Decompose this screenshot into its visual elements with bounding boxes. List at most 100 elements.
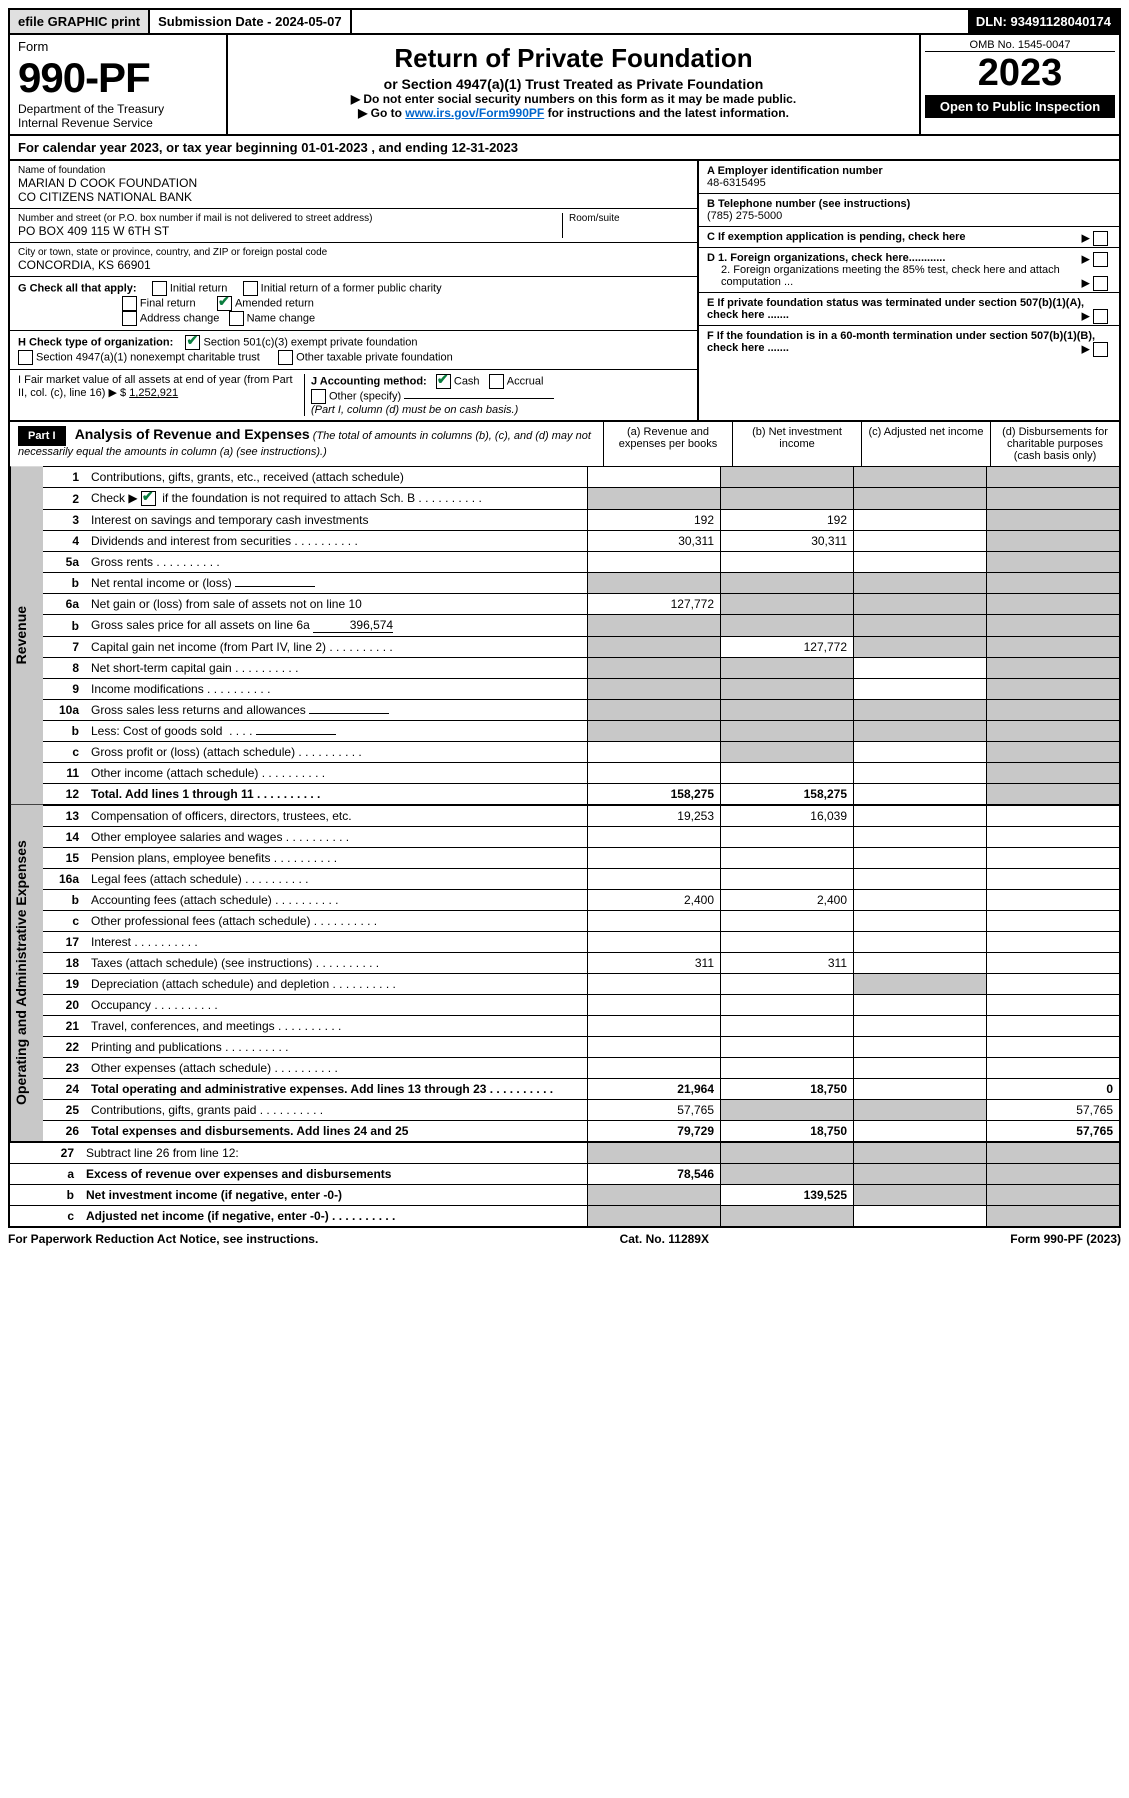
j-cash-checkbox[interactable] [436,374,451,389]
g-label: G Check all that apply: [18,282,137,294]
c-checkbox[interactable] [1093,231,1108,246]
j-cash-label: Cash [454,375,480,387]
address-label: Number and street (or P.O. box number if… [18,213,562,224]
j-note: (Part I, column (d) must be on cash basi… [311,404,518,416]
summary-table: 27Subtract line 26 from line 12: aExcess… [10,1141,1119,1226]
goto-post: for instructions and the latest informat… [544,106,789,120]
e-checkbox[interactable] [1093,309,1108,324]
row-22: 22Printing and publications [43,1037,1119,1058]
row-23: 23Other expenses (attach schedule) [43,1058,1119,1079]
name-change-checkbox[interactable] [229,311,244,326]
j-other-checkbox[interactable] [311,389,326,404]
form-id-footer: Form 990-PF (2023) [1010,1232,1121,1246]
d2-label: 2. Foreign organizations meeting the 85%… [721,264,1060,288]
e-label: E If private foundation status was termi… [707,297,1084,321]
row-24: 24Total operating and administrative exp… [43,1079,1119,1100]
row-16b: bAccounting fees (attach schedule)2,4002… [43,890,1119,911]
schb-checkbox[interactable] [141,491,156,506]
i-fmv-value: 1,252,921 [129,387,178,399]
city-state-zip: CONCORDIA, KS 66901 [18,258,689,272]
dln: DLN: 93491128040174 [968,10,1119,33]
row-10c: cGross profit or (loss) (attach schedule… [43,742,1119,763]
row-9: 9Income modifications [43,679,1119,700]
form-subtitle: or Section 4947(a)(1) Trust Treated as P… [234,76,913,92]
expenses-table: 13Compensation of officers, directors, t… [43,805,1119,1141]
top-bar: efile GRAPHIC print Submission Date - 20… [8,8,1121,35]
row-10a: 10aGross sales less returns and allowanc… [43,700,1119,721]
h-501c3-label: Section 501(c)(3) exempt private foundat… [203,336,417,348]
name-change-label: Name change [247,312,316,324]
ein-label: A Employer identification number [707,165,1111,177]
row-15: 15Pension plans, employee benefits [43,848,1119,869]
row-8: 8Net short-term capital gain [43,658,1119,679]
address: PO BOX 409 115 W 6TH ST [18,224,562,238]
goto-pre: ▶ Go to [358,106,405,120]
row-26: 26Total expenses and disbursements. Add … [43,1121,1119,1142]
row-19: 19Depreciation (attach schedule) and dep… [43,974,1119,995]
f-label: F If the foundation is in a 60-month ter… [707,330,1095,354]
row-27a: aExcess of revenue over expenses and dis… [10,1164,1119,1185]
row-5a: 5aGross rents [43,552,1119,573]
treasury-dept: Department of the Treasury Internal Reve… [18,102,218,130]
row-25: 25Contributions, gifts, grants paid57,76… [43,1100,1119,1121]
initial-former-label: Initial return of a former public charit… [261,282,442,294]
form-number: 990-PF [18,54,218,102]
gross-sales-price: 396,574 [313,618,393,633]
ein: 48-6315495 [707,177,1111,189]
final-return-label: Final return [140,297,196,309]
omb-number: OMB No. 1545-0047 [925,39,1115,52]
j-other-label: Other (specify) [329,390,401,402]
row-5b: bNet rental income or (loss) [43,573,1119,594]
revenue-side-label: Revenue [10,466,43,804]
h-other-checkbox[interactable] [278,350,293,365]
c-label: C If exemption application is pending, c… [707,231,966,243]
initial-return-checkbox[interactable] [152,281,167,296]
room-label: Room/suite [569,213,689,224]
phone-label: B Telephone number (see instructions) [707,198,1111,210]
row-7: 7Capital gain net income (from Part IV, … [43,637,1119,658]
irs-link[interactable]: www.irs.gov/Form990PF [405,106,544,120]
col-a-header: (a) Revenue and expenses per books [603,422,732,466]
open-to-public: Open to Public Inspection [925,95,1115,118]
row-11: 11Other income (attach schedule) [43,763,1119,784]
row-27b: bNet investment income (if negative, ent… [10,1185,1119,1206]
j-label: J Accounting method: [311,375,427,387]
d2-checkbox[interactable] [1093,276,1108,291]
row-27c: cAdjusted net income (if negative, enter… [10,1206,1119,1227]
d1-checkbox[interactable] [1093,252,1108,267]
submission-date: Submission Date - 2024-05-07 [150,10,352,33]
col-c-header: (c) Adjusted net income [861,422,990,466]
j-accrual-checkbox[interactable] [489,374,504,389]
f-checkbox[interactable] [1093,342,1108,357]
row-18: 18Taxes (attach schedule) (see instructi… [43,953,1119,974]
h-label: H Check type of organization: [18,336,173,348]
row-2: 2Check ▶ if the foundation is not requir… [43,488,1119,510]
row-10b: bLess: Cost of goods sold . . . . [43,721,1119,742]
row-12: 12Total. Add lines 1 through 11158,27515… [43,784,1119,805]
col-b-header: (b) Net investment income [732,422,861,466]
h-501c3-checkbox[interactable] [185,335,200,350]
h-4947-checkbox[interactable] [18,350,33,365]
row-4: 4Dividends and interest from securities3… [43,531,1119,552]
efile-print-button[interactable]: efile GRAPHIC print [10,10,150,33]
row-3: 3Interest on savings and temporary cash … [43,510,1119,531]
catalog-number: Cat. No. 11289X [620,1232,709,1246]
d1-label: D 1. Foreign organizations, check here..… [707,252,945,264]
h-other-label: Other taxable private foundation [296,351,453,363]
row-27: 27Subtract line 26 from line 12: [10,1142,1119,1164]
row-16c: cOther professional fees (attach schedul… [43,911,1119,932]
initial-former-checkbox[interactable] [243,281,258,296]
address-change-checkbox[interactable] [122,311,137,326]
j-accrual-label: Accrual [507,375,544,387]
foundation-name: MARIAN D COOK FOUNDATION CO CITIZENS NAT… [18,176,689,204]
name-label: Name of foundation [18,165,689,176]
row-13: 13Compensation of officers, directors, t… [43,806,1119,827]
tax-year: 2023 [925,52,1115,95]
final-return-checkbox[interactable] [122,296,137,311]
amended-return-checkbox[interactable] [217,296,232,311]
city-label: City or town, state or province, country… [18,247,689,258]
phone: (785) 275-5000 [707,210,1111,222]
part1-analysis: Part I Analysis of Revenue and Expenses … [8,422,1121,1228]
amended-return-label: Amended return [235,297,314,309]
form-title: Return of Private Foundation [234,43,913,74]
